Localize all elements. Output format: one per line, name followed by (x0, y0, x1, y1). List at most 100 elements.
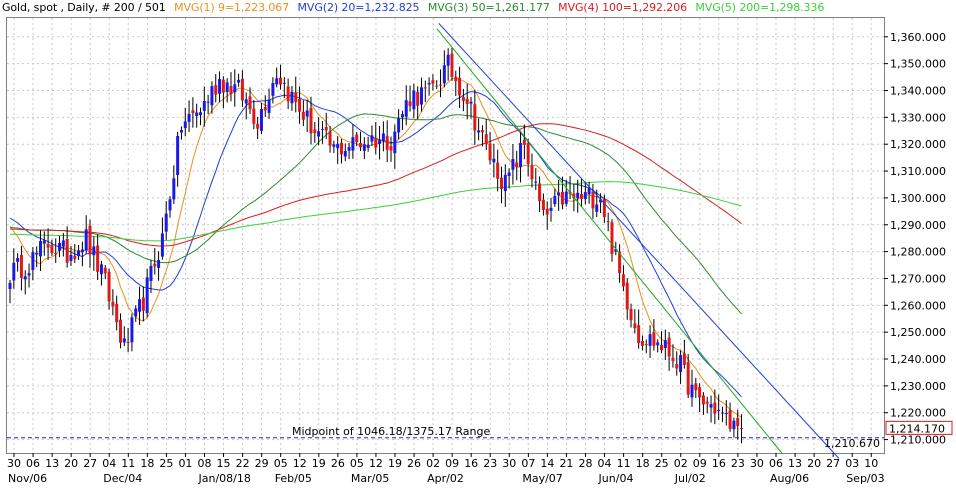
candle-body (290, 91, 294, 104)
mvg4-label: MVG(4) 100=1,292.206 (558, 1, 687, 14)
candle-body (160, 233, 164, 257)
candle-body (42, 240, 46, 244)
month-label: Jan/08/18 (198, 472, 251, 485)
x-tick-label: 16 (464, 457, 478, 470)
candle-body (115, 303, 119, 323)
candle-body (35, 252, 39, 255)
candle-body (69, 254, 73, 262)
candles (8, 47, 744, 444)
candle-body (492, 158, 496, 163)
candle-body (27, 273, 31, 276)
candle-body (256, 123, 260, 129)
candle-body (8, 282, 12, 290)
candle-body (214, 85, 218, 95)
candle-body (111, 301, 115, 307)
candle-body (12, 262, 16, 281)
candle-body (740, 428, 744, 430)
candle-body (580, 193, 583, 199)
candle-body (419, 87, 423, 105)
x-tick-label: 22 (236, 457, 250, 470)
month-label: Apr/02 (427, 472, 464, 485)
candle-body (172, 178, 176, 200)
candle-body (149, 265, 153, 281)
candle-body (286, 86, 290, 102)
y-tick-label: 1,340.000 (890, 85, 946, 98)
candle-body (267, 99, 271, 113)
x-tick-label: 12 (293, 457, 307, 470)
candle-body (77, 250, 81, 257)
y-tick-label: 1,290.000 (890, 219, 946, 232)
candle-body (526, 143, 530, 165)
mvg5-label: MVG(5) 200=1,298.336 (695, 1, 825, 14)
candle-body (320, 128, 324, 130)
candle-body (54, 253, 58, 255)
candle-body (652, 332, 656, 346)
x-tick-label: 20 (64, 457, 78, 470)
candle-body (130, 317, 134, 343)
candle-body (229, 86, 233, 95)
candle-body (195, 112, 199, 116)
candle-body (176, 135, 180, 175)
candle-body (720, 412, 724, 414)
month-label: Feb/05 (275, 472, 312, 485)
x-tick-label: 06 (26, 457, 40, 470)
candle-body (206, 101, 210, 103)
x-tick-label: 09 (693, 457, 707, 470)
candle-body (92, 246, 96, 256)
candle-body (157, 260, 161, 268)
month-label: Aug/06 (770, 472, 809, 485)
y-tick-label: 1,360.000 (890, 31, 946, 44)
candle-body (153, 263, 157, 267)
candle-body (400, 114, 404, 118)
candle-body (378, 140, 382, 144)
candle-body (99, 264, 103, 275)
plot-border (6, 17, 885, 454)
midpoint-layer: Midpoint of 1046.18/1375.17 Range 1,210.… (7, 425, 884, 450)
candle-body (553, 196, 557, 205)
candle-body (465, 98, 469, 104)
month-label: Mar/05 (351, 472, 389, 485)
month-label: Sep/03 (846, 472, 884, 485)
candle-body (366, 144, 370, 148)
candle-body (38, 241, 42, 257)
candle-body (587, 188, 591, 195)
candle-body (522, 139, 526, 145)
candle-body (73, 255, 77, 260)
candle-body (122, 338, 126, 343)
candle-body (397, 118, 401, 133)
x-tick-label: 05 (350, 457, 364, 470)
candle-body (515, 162, 519, 168)
candle-body (61, 240, 65, 247)
candle-body (275, 78, 279, 85)
candle-body (374, 137, 378, 148)
candle-body (572, 193, 576, 198)
candle-body (439, 84, 443, 86)
month-label: Jul/02 (674, 472, 706, 485)
x-tick-label: 23 (731, 457, 745, 470)
candle-body (461, 97, 465, 102)
trendline-blue (438, 23, 840, 459)
candle-body (458, 77, 462, 96)
candle-body (393, 131, 397, 154)
candle-body (717, 410, 721, 412)
x-tick-label: 04 (598, 457, 612, 470)
candle-body (183, 121, 187, 129)
candle-body (431, 80, 435, 84)
candle-body (621, 274, 625, 287)
candle-body (240, 78, 244, 101)
month-label: May/07 (522, 472, 562, 485)
x-tick-label: 21 (559, 457, 573, 470)
candle-body (332, 144, 336, 147)
candle-body (412, 90, 416, 110)
candle-body (519, 143, 523, 167)
candle-body (138, 299, 142, 312)
x-tick-label: 09 (445, 457, 459, 470)
x-tick-label: 15 (217, 457, 231, 470)
x-tick-label: 25 (159, 457, 173, 470)
candle-body (633, 323, 637, 329)
mvg3-label: MVG(3) 50=1,261.177 (427, 1, 550, 14)
candle-body (694, 383, 698, 391)
candle-body (724, 412, 728, 414)
midpoint-label: Midpoint of 1046.18/1375.17 Range (292, 425, 490, 438)
